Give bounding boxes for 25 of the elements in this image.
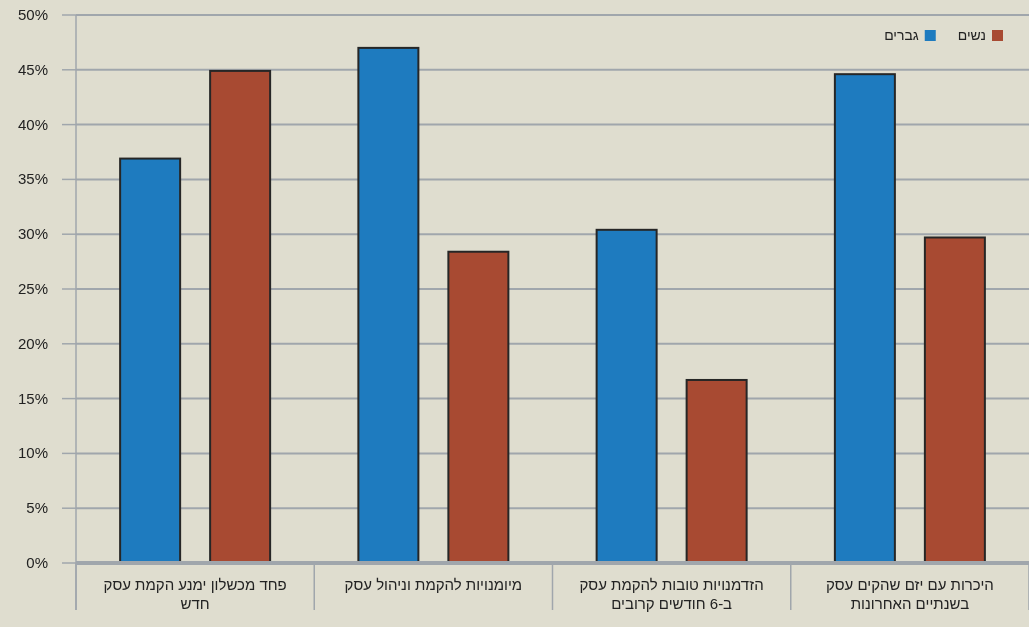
y-tick-label: 50%: [17, 6, 48, 23]
bar: [119, 157, 182, 564]
legend-label: גברים: [884, 27, 919, 43]
bar: [923, 236, 986, 564]
bar: [447, 250, 510, 564]
y-tick-label: 30%: [17, 225, 48, 243]
y-tick-label: 45%: [17, 60, 48, 78]
x-tick-label: פחד מכשלון ימנע הקמת עסק חדש: [102, 575, 288, 613]
y-tick-label: 20%: [17, 334, 48, 352]
y-tick-label: 5%: [26, 499, 48, 517]
legend-label: נשים: [957, 27, 986, 43]
bar: [595, 228, 658, 564]
bar: [209, 69, 272, 564]
y-tick-label: 35%: [17, 170, 48, 188]
y-tick-label: 40%: [17, 115, 48, 133]
bar: [833, 73, 896, 564]
bar: [357, 46, 420, 564]
bar: [685, 378, 748, 564]
x-tick-label: הזדמנויות טובות להקמת עסק ב-6 חודשים קרובים: [578, 575, 765, 613]
x-tick-label: מיומנויות להקמת וניהול עסק: [343, 575, 524, 594]
y-tick-label: 10%: [17, 444, 48, 462]
y-tick-label: 15%: [17, 389, 48, 407]
y-tick-label: 0%: [26, 554, 48, 571]
y-tick-label: 25%: [17, 280, 48, 297]
x-tick-label: היכרות עם יזם שהקים עסק בשנתיים האחרונות: [824, 575, 995, 613]
